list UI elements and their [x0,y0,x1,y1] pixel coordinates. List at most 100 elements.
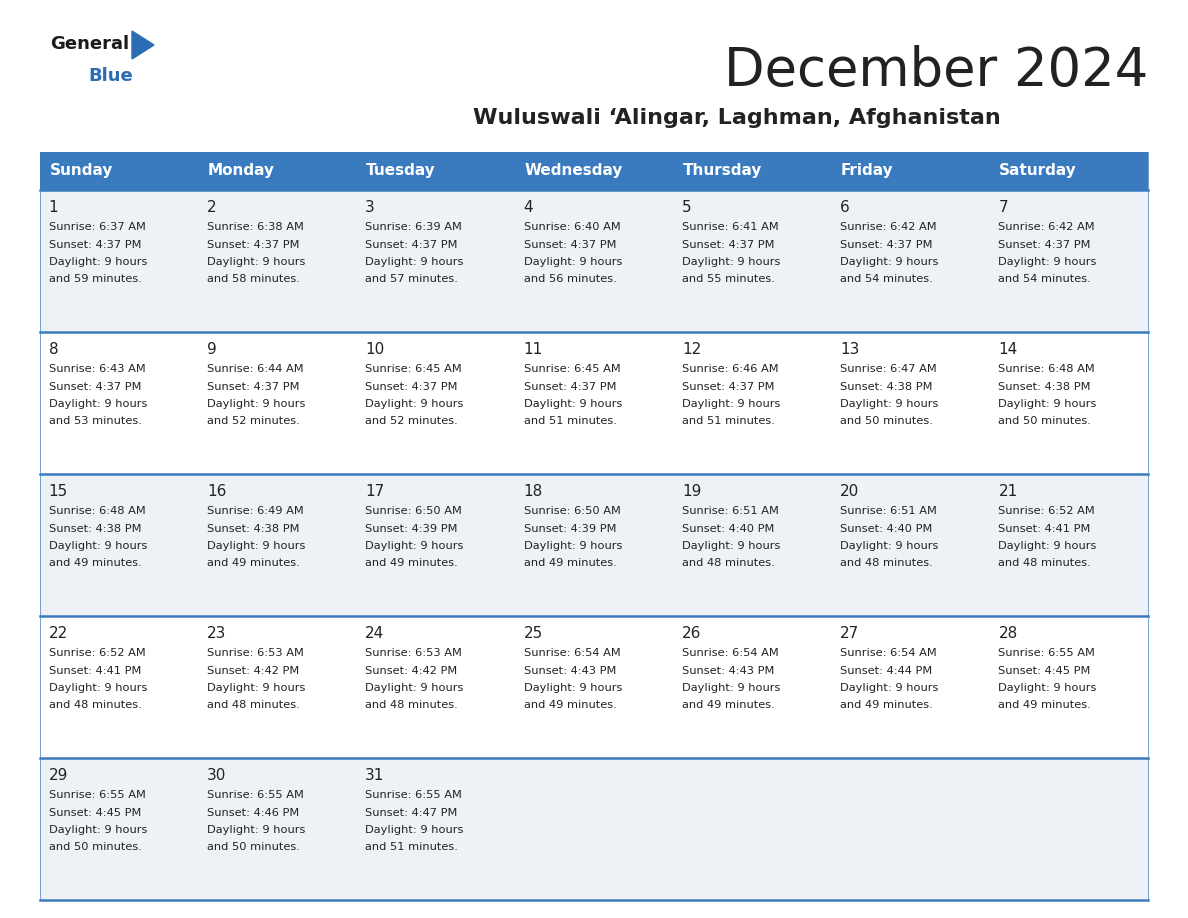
Text: 9: 9 [207,342,216,357]
Text: Sunrise: 6:53 AM: Sunrise: 6:53 AM [207,648,304,658]
Bar [198,474,356,616]
Text: Sunrise: 6:51 AM: Sunrise: 6:51 AM [840,506,937,516]
Text: Sunset: 4:38 PM: Sunset: 4:38 PM [49,523,141,533]
Text: and 48 minutes.: and 48 minutes. [682,558,775,568]
Bar [514,474,674,616]
Text: Sunset: 4:37 PM: Sunset: 4:37 PM [365,240,457,250]
Text: 25: 25 [524,626,543,641]
Text: Sunrise: 6:50 AM: Sunrise: 6:50 AM [524,506,620,516]
Text: and 58 minutes.: and 58 minutes. [207,274,299,285]
Text: Daylight: 9 hours: Daylight: 9 hours [524,399,623,409]
Text: Sunset: 4:37 PM: Sunset: 4:37 PM [524,382,617,391]
Text: 11: 11 [524,342,543,357]
Text: 8: 8 [49,342,58,357]
Text: and 50 minutes.: and 50 minutes. [49,843,141,853]
Text: Sunrise: 6:48 AM: Sunrise: 6:48 AM [49,506,145,516]
Bar [356,190,514,332]
Text: Sunset: 4:40 PM: Sunset: 4:40 PM [840,523,933,533]
Bar [356,616,514,758]
Text: Sunrise: 6:45 AM: Sunrise: 6:45 AM [365,364,462,374]
Text: 29: 29 [49,768,68,783]
Text: 15: 15 [49,484,68,499]
Text: 30: 30 [207,768,227,783]
Text: Sunday: Sunday [50,163,113,178]
Text: Sunrise: 6:39 AM: Sunrise: 6:39 AM [365,222,462,232]
Text: Sunrise: 6:51 AM: Sunrise: 6:51 AM [682,506,778,516]
Text: 26: 26 [682,626,701,641]
Bar [832,190,990,332]
Text: Daylight: 9 hours: Daylight: 9 hours [998,257,1097,267]
Text: Daylight: 9 hours: Daylight: 9 hours [49,683,147,693]
Text: Sunset: 4:37 PM: Sunset: 4:37 PM [682,240,775,250]
Text: Sunrise: 6:55 AM: Sunrise: 6:55 AM [49,790,146,800]
Text: Sunrise: 6:52 AM: Sunrise: 6:52 AM [998,506,1095,516]
Text: 3: 3 [365,200,375,215]
Text: Sunset: 4:40 PM: Sunset: 4:40 PM [682,523,775,533]
Bar [832,758,990,900]
Bar [674,474,832,616]
Text: Sunrise: 6:55 AM: Sunrise: 6:55 AM [207,790,304,800]
Text: Daylight: 9 hours: Daylight: 9 hours [49,825,147,835]
Text: and 48 minutes.: and 48 minutes. [365,700,459,711]
Text: Daylight: 9 hours: Daylight: 9 hours [840,683,939,693]
Text: Daylight: 9 hours: Daylight: 9 hours [840,541,939,551]
Text: Sunset: 4:38 PM: Sunset: 4:38 PM [840,382,933,391]
Text: Sunset: 4:37 PM: Sunset: 4:37 PM [365,382,457,391]
Text: and 54 minutes.: and 54 minutes. [998,274,1091,285]
Bar [832,474,990,616]
Text: Sunset: 4:39 PM: Sunset: 4:39 PM [524,523,617,533]
Text: Daylight: 9 hours: Daylight: 9 hours [524,683,623,693]
Text: and 51 minutes.: and 51 minutes. [524,417,617,427]
Text: Sunset: 4:37 PM: Sunset: 4:37 PM [49,382,141,391]
Text: 28: 28 [998,626,1018,641]
Text: and 49 minutes.: and 49 minutes. [682,700,775,711]
Text: 16: 16 [207,484,227,499]
Text: Daylight: 9 hours: Daylight: 9 hours [524,541,623,551]
Text: 1: 1 [49,200,58,215]
Text: Sunrise: 6:52 AM: Sunrise: 6:52 AM [49,648,145,658]
Text: Daylight: 9 hours: Daylight: 9 hours [207,399,305,409]
Bar [990,616,1148,758]
Text: Blue: Blue [88,67,133,85]
Text: Sunrise: 6:38 AM: Sunrise: 6:38 AM [207,222,304,232]
Text: Sunrise: 6:54 AM: Sunrise: 6:54 AM [682,648,778,658]
Text: Daylight: 9 hours: Daylight: 9 hours [365,825,463,835]
Bar [40,616,198,758]
Text: Friday: Friday [841,163,893,178]
Text: Daylight: 9 hours: Daylight: 9 hours [682,683,781,693]
Text: Daylight: 9 hours: Daylight: 9 hours [998,399,1097,409]
Text: Sunset: 4:37 PM: Sunset: 4:37 PM [524,240,617,250]
Text: and 53 minutes.: and 53 minutes. [49,417,141,427]
Text: Sunset: 4:47 PM: Sunset: 4:47 PM [365,808,457,818]
Bar [198,152,356,190]
Text: Daylight: 9 hours: Daylight: 9 hours [207,825,305,835]
Bar [356,758,514,900]
Text: and 49 minutes.: and 49 minutes. [840,700,933,711]
Text: Daylight: 9 hours: Daylight: 9 hours [998,541,1097,551]
Text: Daylight: 9 hours: Daylight: 9 hours [840,399,939,409]
Text: Sunrise: 6:44 AM: Sunrise: 6:44 AM [207,364,304,374]
Bar [40,152,198,190]
Text: Daylight: 9 hours: Daylight: 9 hours [365,257,463,267]
Text: Sunset: 4:37 PM: Sunset: 4:37 PM [49,240,141,250]
Text: 20: 20 [840,484,859,499]
Text: Wednesday: Wednesday [524,163,623,178]
Text: Sunset: 4:45 PM: Sunset: 4:45 PM [998,666,1091,676]
Text: Wuluswali ‘Alingar, Laghman, Afghanistan: Wuluswali ‘Alingar, Laghman, Afghanistan [473,108,1000,128]
Text: Daylight: 9 hours: Daylight: 9 hours [840,257,939,267]
Bar [990,758,1148,900]
Text: 12: 12 [682,342,701,357]
Text: Sunset: 4:42 PM: Sunset: 4:42 PM [207,666,299,676]
Bar [514,190,674,332]
Text: Sunset: 4:37 PM: Sunset: 4:37 PM [840,240,933,250]
Text: and 49 minutes.: and 49 minutes. [207,558,299,568]
Text: Sunrise: 6:43 AM: Sunrise: 6:43 AM [49,364,145,374]
Text: and 55 minutes.: and 55 minutes. [682,274,775,285]
Text: and 52 minutes.: and 52 minutes. [207,417,299,427]
Text: Sunrise: 6:41 AM: Sunrise: 6:41 AM [682,222,778,232]
Text: 21: 21 [998,484,1018,499]
Text: Sunset: 4:37 PM: Sunset: 4:37 PM [207,240,299,250]
Text: Sunset: 4:46 PM: Sunset: 4:46 PM [207,808,299,818]
Text: Sunset: 4:42 PM: Sunset: 4:42 PM [365,666,457,676]
Text: Daylight: 9 hours: Daylight: 9 hours [524,257,623,267]
